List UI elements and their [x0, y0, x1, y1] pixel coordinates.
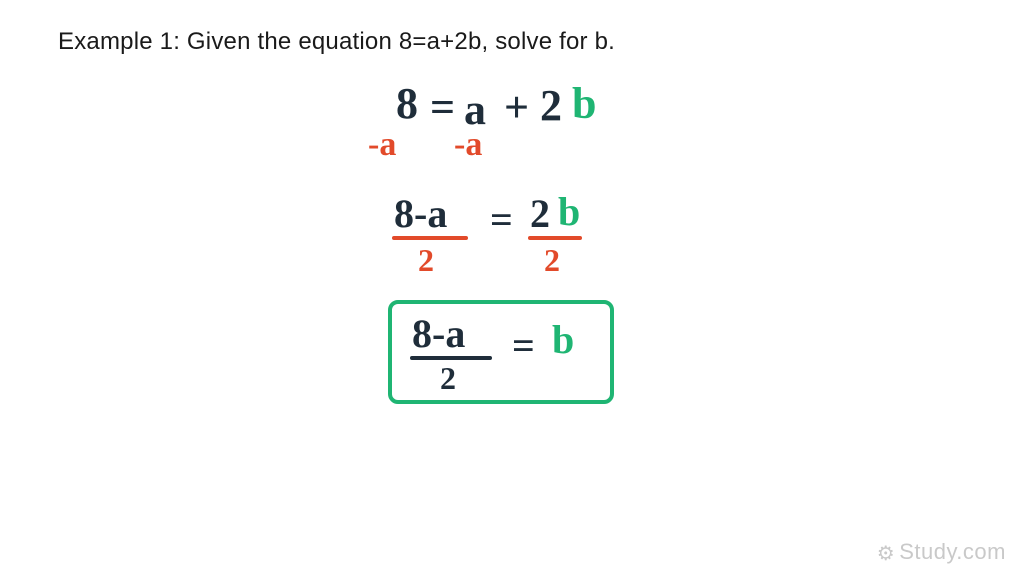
l2-num-right-b: b [558, 192, 580, 232]
l2-num-right-2: 2 [530, 194, 550, 234]
l2-bar-left [392, 236, 468, 240]
l1-plus: + [504, 86, 529, 130]
watermark: ⚙Study.com [877, 539, 1006, 566]
ans-den: 2 [440, 362, 456, 394]
ans-eq: = [512, 326, 535, 366]
l2-eq: = [490, 200, 513, 240]
ans-num: 8-a [412, 314, 465, 354]
l2-bar-right [528, 236, 582, 240]
l2-den-left: 2 [418, 244, 434, 276]
l1-minus-a-left: -a [368, 128, 396, 162]
l1-minus-a-right: -a [454, 128, 482, 162]
watermark-text: Study.com [899, 539, 1006, 564]
ans-b: b [552, 320, 574, 360]
gear-icon: ⚙ [877, 541, 895, 566]
l1-eq: = [430, 86, 455, 130]
l1-b: b [572, 82, 596, 126]
example-title: Example 1: Given the equation 8=a+2b, so… [58, 28, 615, 56]
l2-num-left: 8-a [394, 194, 447, 234]
l1-two: 2 [540, 84, 562, 128]
l1-eight: 8 [396, 82, 418, 126]
l2-den-right: 2 [544, 244, 560, 276]
